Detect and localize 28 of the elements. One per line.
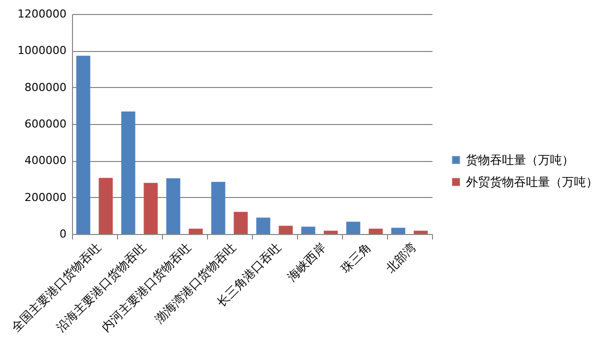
bar [368,228,383,234]
y-tick-label: 800000 [24,80,66,94]
bar [324,230,338,234]
y-tick-label: 0 [60,228,66,240]
legend-label: 外贸货物吞吐量（万吨） [466,175,598,189]
bar [391,228,406,234]
bar [414,230,428,234]
y-tick-label: 600000 [24,118,66,130]
y-tick-label: 400000 [24,154,66,168]
bar [98,178,113,234]
bar [346,222,360,234]
bar [211,182,226,234]
bar [278,226,293,234]
legend-label: 货物吞吐量（万吨） [466,153,574,167]
bar [301,226,316,234]
bar [121,112,136,234]
bar [234,212,248,234]
bar [256,218,270,234]
bar [166,178,180,234]
y-tick-label: 1000000 [18,44,66,58]
y-tick-label: 1200000 [18,8,66,20]
x-tick-label: 海峡西岸 [284,240,328,284]
x-tick-label: 珠三角 [338,240,374,276]
bar [76,56,90,234]
x-tick-label: 北部湾 [383,240,418,276]
bar [144,182,158,234]
bar [188,228,203,234]
y-tick-label: 200000 [24,190,66,204]
